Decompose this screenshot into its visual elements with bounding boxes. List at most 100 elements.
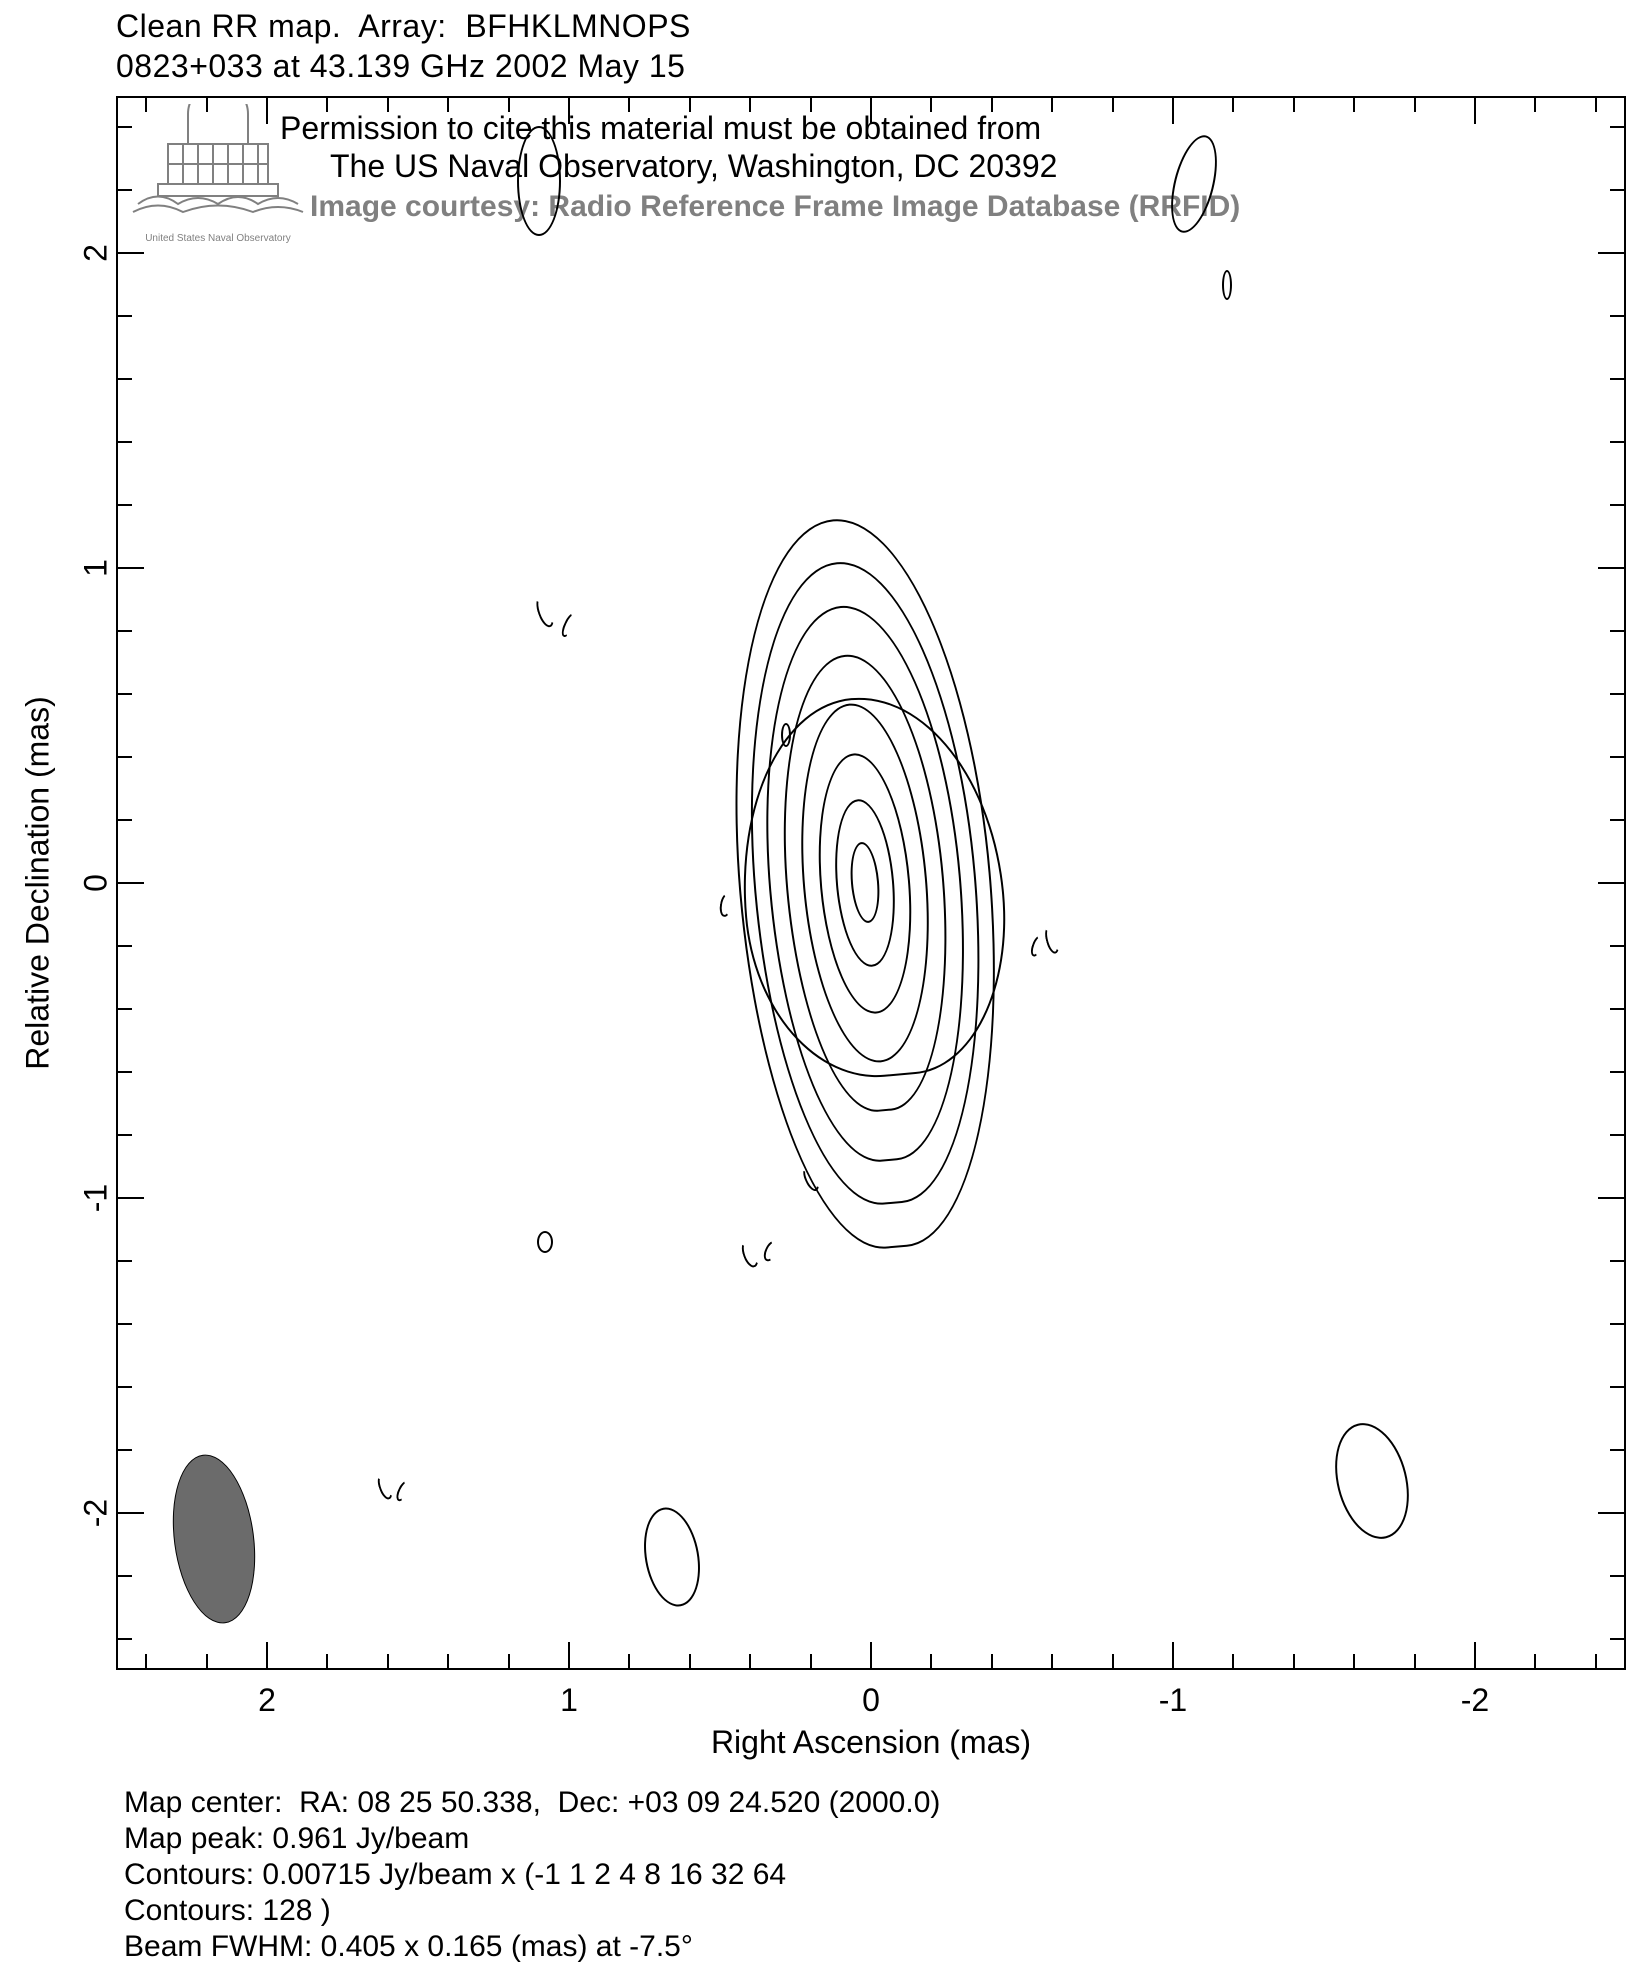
noise-blob <box>537 1231 553 1253</box>
y-tick-label: 0 <box>78 863 115 903</box>
y-minor-tick <box>1610 1260 1626 1262</box>
x-tick <box>1172 1642 1174 1670</box>
overlay-credit: Image courtesy: Radio Reference Frame Im… <box>310 190 1240 224</box>
y-tick-label: -1 <box>78 1178 115 1218</box>
y-tick <box>1598 1197 1626 1199</box>
y-minor-tick <box>116 1638 132 1640</box>
x-minor-tick <box>387 1654 389 1670</box>
y-minor-tick <box>116 1449 132 1451</box>
x-minor-tick <box>1293 1654 1295 1670</box>
y-tick-label: -2 <box>78 1493 115 1533</box>
y-minor-tick <box>116 693 132 695</box>
x-minor-tick <box>1595 1654 1597 1670</box>
x-minor-tick <box>1534 1654 1536 1670</box>
y-tick <box>116 567 144 569</box>
x-minor-tick <box>508 1654 510 1670</box>
x-minor-tick <box>1232 96 1234 112</box>
noise-blob <box>781 723 791 747</box>
noise-blob <box>1222 270 1232 300</box>
y-minor-tick <box>116 315 132 317</box>
x-minor-tick <box>1534 96 1536 112</box>
x-minor-tick <box>326 1654 328 1670</box>
x-tick <box>568 1642 570 1670</box>
y-minor-tick <box>1610 693 1626 695</box>
x-minor-tick <box>1293 96 1295 112</box>
y-minor-tick <box>1610 756 1626 758</box>
x-tick-label: 2 <box>258 1682 276 1719</box>
y-minor-tick <box>1610 1638 1626 1640</box>
y-minor-tick <box>116 1008 132 1010</box>
y-minor-tick <box>116 504 132 506</box>
y-tick <box>1598 252 1626 254</box>
y-minor-tick <box>1610 378 1626 380</box>
x-axis-label: Right Ascension (mas) <box>711 1724 1031 1761</box>
y-minor-tick <box>1610 441 1626 443</box>
y-minor-tick <box>1610 315 1626 317</box>
y-minor-tick <box>116 441 132 443</box>
overlay-perm2: The US Naval Observatory, Washington, DC… <box>330 148 1057 185</box>
y-minor-tick <box>116 1323 132 1325</box>
x-minor-tick <box>1112 96 1114 112</box>
x-tick <box>266 1642 268 1670</box>
x-tick <box>1172 96 1174 124</box>
x-tick <box>1474 96 1476 124</box>
y-minor-tick <box>116 378 132 380</box>
x-minor-tick <box>1414 1654 1416 1670</box>
x-tick-label: 0 <box>862 1682 880 1719</box>
x-minor-tick <box>628 1654 630 1670</box>
y-minor-tick <box>116 630 132 632</box>
y-minor-tick <box>116 819 132 821</box>
x-tick <box>1474 1642 1476 1670</box>
x-minor-tick <box>1353 96 1355 112</box>
y-minor-tick <box>1610 126 1626 128</box>
x-minor-tick <box>1353 1654 1355 1670</box>
y-tick-label: 2 <box>78 233 115 273</box>
x-tick-label: -1 <box>1159 1682 1187 1719</box>
y-minor-tick <box>1610 1134 1626 1136</box>
y-minor-tick <box>1610 1386 1626 1388</box>
title-line-2: 0823+033 at 43.139 GHz 2002 May 15 <box>116 48 685 85</box>
y-minor-tick <box>1610 504 1626 506</box>
y-minor-tick <box>116 756 132 758</box>
y-minor-tick <box>1610 189 1626 191</box>
y-minor-tick <box>1610 630 1626 632</box>
y-minor-tick <box>1610 819 1626 821</box>
y-minor-tick <box>116 1260 132 1262</box>
title-line-1: Clean RR map. Array: BFHKLMNOPS <box>116 8 691 45</box>
y-minor-tick <box>1610 1071 1626 1073</box>
y-tick-label: 1 <box>78 548 115 588</box>
y-tick <box>116 882 144 884</box>
y-tick <box>116 252 144 254</box>
y-tick <box>1598 567 1626 569</box>
y-axis-label: Relative Declination (mas) <box>20 696 57 1069</box>
y-minor-tick <box>116 1134 132 1136</box>
y-minor-tick <box>1610 1323 1626 1325</box>
x-minor-tick <box>689 1654 691 1670</box>
noise-blob <box>517 126 561 236</box>
footer-line: Beam FWHM: 0.405 x 0.165 (mas) at -7.5° <box>124 1930 693 1964</box>
footer-line: Contours: 128 ) <box>124 1894 331 1928</box>
x-minor-tick <box>930 1654 932 1670</box>
x-minor-tick <box>991 1654 993 1670</box>
x-minor-tick <box>1051 1654 1053 1670</box>
usno-logo: United States Naval Observatory <box>128 104 308 234</box>
x-minor-tick <box>145 1654 147 1670</box>
y-tick <box>1598 882 1626 884</box>
y-minor-tick <box>1610 945 1626 947</box>
y-minor-tick <box>116 1575 132 1577</box>
x-minor-tick <box>749 1654 751 1670</box>
footer-line: Map peak: 0.961 Jy/beam <box>124 1822 469 1856</box>
x-tick-label: -2 <box>1461 1682 1489 1719</box>
y-tick <box>116 1197 144 1199</box>
x-minor-tick <box>1414 96 1416 112</box>
footer-line: Map center: RA: 08 25 50.338, Dec: +03 0… <box>124 1786 940 1820</box>
x-minor-tick <box>810 1654 812 1670</box>
x-minor-tick <box>1595 96 1597 112</box>
x-minor-tick <box>1112 1654 1114 1670</box>
overlay-perm1: Permission to cite this material must be… <box>280 110 1041 147</box>
x-minor-tick <box>1051 96 1053 112</box>
x-tick <box>870 1642 872 1670</box>
y-minor-tick <box>1610 1449 1626 1451</box>
y-minor-tick <box>1610 1575 1626 1577</box>
x-minor-tick <box>447 1654 449 1670</box>
